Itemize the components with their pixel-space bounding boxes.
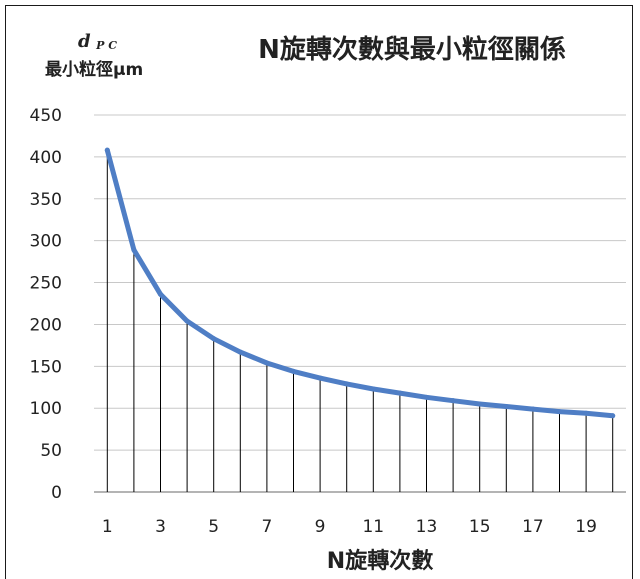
y-tick-label: 100 [30, 399, 62, 419]
data-point [317, 375, 323, 381]
x-tick-label: 9 [315, 517, 326, 537]
data-point [557, 409, 562, 415]
x-tick-label: 17 [522, 517, 544, 537]
chart-title: N旋轉次數與最小粒徑關係 [258, 34, 566, 65]
data-point [211, 336, 217, 342]
x-tick-label: 13 [416, 517, 438, 537]
y-axis-symbol-d: d [78, 31, 91, 52]
data-point [184, 318, 190, 324]
y-tick-label: 200 [30, 315, 62, 335]
y-tick-label: 250 [30, 274, 62, 294]
data-point [450, 398, 456, 404]
x-tick-label: 7 [261, 517, 272, 537]
x-axis-label: N旋轉次數 [327, 548, 433, 574]
data-point [424, 394, 429, 400]
data-point [610, 413, 616, 419]
x-tick-label: 15 [469, 517, 491, 537]
data-point [131, 247, 137, 253]
data-point [291, 368, 296, 374]
drop-lines [106, 150, 614, 492]
y-tick-label: 0 [51, 483, 62, 503]
data-point [104, 147, 110, 153]
data-point [344, 381, 350, 387]
data-point [397, 390, 403, 396]
y-axis-label: 最小粒徑μm [45, 59, 143, 80]
data-point [237, 349, 243, 355]
y-tick-label: 50 [40, 441, 62, 461]
series-line [104, 147, 616, 419]
y-axis-symbol-subscript: P C [95, 39, 117, 52]
y-tick-label: 350 [30, 190, 62, 210]
series-points [104, 147, 616, 419]
data-point [583, 410, 589, 416]
gridlines [94, 114, 626, 493]
x-tick-labels: 1 3 5 7 9 11 13 15 17 19 [102, 517, 597, 537]
data-point [370, 386, 376, 392]
y-tick-label: 300 [30, 232, 62, 252]
data-point [158, 291, 163, 297]
y-tick-label: 450 [30, 106, 62, 126]
x-tick-label: 3 [155, 517, 166, 537]
y-tick-label: 400 [30, 148, 62, 168]
data-point [477, 401, 483, 407]
data-point [264, 360, 270, 366]
x-tick-label: 19 [575, 517, 597, 537]
y-axis-symbol: d P C [78, 31, 117, 52]
chart-frame [5, 5, 633, 579]
x-tick-label: 5 [208, 517, 219, 537]
y-tick-labels: 0 50 100 150 200 250 300 350 400 450 [30, 106, 62, 503]
x-tick-label: 11 [362, 517, 384, 537]
x-tick-label: 1 [102, 517, 113, 537]
data-point [530, 406, 536, 412]
data-point [503, 404, 509, 410]
y-tick-label: 150 [30, 357, 62, 377]
